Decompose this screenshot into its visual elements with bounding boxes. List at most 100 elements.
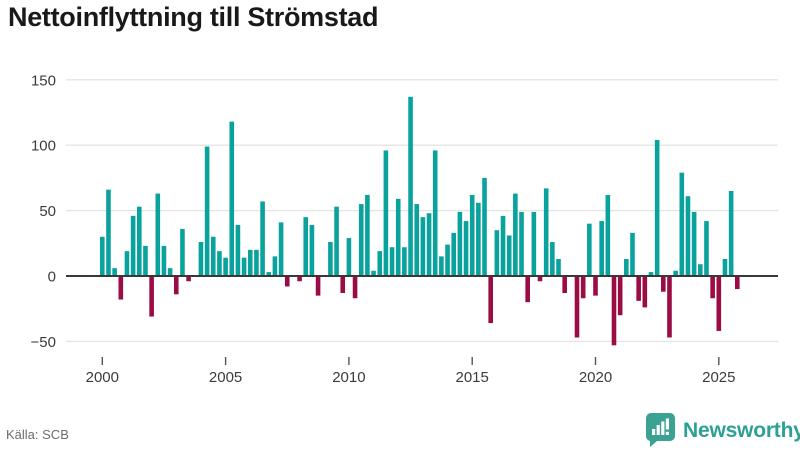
bar-2000-q18 (210, 236, 216, 276)
bar-2000-q29 (278, 222, 284, 276)
x-axis-year-label: 2025 (702, 369, 735, 386)
bar-2000-q37 (328, 241, 333, 276)
bar-2000-q88 (642, 276, 648, 308)
bar-2000-q28 (272, 256, 278, 276)
bar-2000-q17 (204, 146, 210, 276)
bar-2000-q59 (463, 221, 469, 276)
bar-2000-q96 (691, 211, 697, 276)
bar-2000-q0 (100, 236, 105, 276)
bar-2000-q43 (365, 194, 370, 276)
bar-2000-q98 (704, 221, 709, 276)
bar-2000-q58 (457, 211, 463, 276)
bar-2000-q57 (451, 232, 457, 276)
bar-2000-q4 (124, 251, 130, 276)
bar-2000-q77 (574, 276, 580, 338)
bar-2000-q13 (180, 228, 185, 276)
bar-2000-q92 (667, 276, 672, 338)
bar-2000-q55 (439, 256, 444, 276)
bar-2000-q70 (531, 211, 537, 276)
bar-2000-q39 (340, 276, 346, 293)
bar-2000-q35 (315, 276, 321, 296)
logo-bar-2 (656, 425, 660, 435)
bar-2000-q75 (562, 276, 567, 293)
bar-2000-q44 (371, 270, 376, 276)
bar-2000-q7 (143, 245, 148, 276)
bar-2000-q6 (136, 206, 142, 276)
bar-2000-q87 (636, 276, 641, 301)
y-axis-tick-label: −50 (31, 334, 56, 351)
bar-2000-q79 (587, 223, 592, 276)
bar-2000-q72 (543, 188, 549, 276)
bar-2000-q71 (537, 276, 543, 282)
bar-2000-q8 (149, 276, 154, 317)
bar-2000-q61 (476, 202, 481, 276)
bar-2000-q66 (506, 235, 512, 276)
bar-2000-q12 (173, 276, 179, 295)
bar-2000-q41 (352, 276, 358, 299)
bar-2000-q73 (550, 241, 555, 276)
bar-2000-q97 (698, 264, 703, 276)
bar-2000-q38 (334, 206, 339, 276)
bar-2000-q80 (593, 276, 598, 296)
bar-2000-q11 (167, 268, 173, 276)
bar-2000-q26 (260, 201, 265, 276)
bar-2000-q51 (414, 204, 420, 276)
bar-2000-q30 (284, 276, 290, 287)
bar-2000-q2 (112, 268, 117, 276)
bar-2000-q65 (500, 215, 506, 276)
bar-2000-q16 (198, 241, 204, 276)
bar-2000-q83 (611, 276, 617, 346)
bar-2000-q27 (266, 272, 272, 276)
x-axis-year-label: 2005 (209, 369, 242, 386)
bar-2000-q54 (432, 150, 438, 276)
logo-bar-3 (661, 421, 665, 435)
bar-2000-q89 (648, 272, 654, 276)
bar-2000-q22 (235, 224, 241, 276)
bar-2000-q91 (661, 276, 666, 292)
bar-2000-q102 (728, 190, 734, 276)
bar-2000-q47 (389, 247, 395, 276)
bar-2000-q23 (241, 257, 247, 276)
newsworthy-logo[interactable]: Newsworthy (644, 412, 800, 448)
bar-2000-q25 (254, 249, 259, 276)
bar-2000-q81 (599, 221, 604, 276)
logo-bar-1 (652, 429, 656, 435)
bar-2000-q60 (469, 194, 475, 276)
bar-2000-q49 (402, 247, 407, 276)
bar-2000-q20 (223, 257, 228, 276)
bar-2000-q21 (229, 121, 235, 276)
pin-shape (646, 413, 675, 447)
bar-2000-q50 (408, 96, 413, 276)
bar-2000-q52 (420, 217, 426, 276)
bar-2000-q3 (118, 276, 124, 300)
x-axis-year-label: 2015 (456, 369, 489, 386)
bar-2000-q62 (482, 177, 487, 276)
bar-2000-q53 (426, 213, 432, 276)
bar-2000-q74 (556, 259, 561, 276)
chart-title: Nettoinflyttning till Strömstad (8, 2, 379, 32)
bar-2000-q93 (673, 270, 678, 276)
bar-2000-q9 (155, 193, 161, 276)
bar-2000-q63 (488, 276, 493, 324)
bar-2000-q40 (346, 238, 352, 276)
bar-2000-q5 (130, 215, 136, 276)
bar-2000-q86 (630, 232, 635, 276)
y-axis-tick-label: 50 (39, 203, 56, 220)
bar-2000-q94 (679, 172, 685, 276)
bar-2000-q64 (494, 230, 500, 276)
x-axis-year-label: 2010 (332, 369, 365, 386)
bar-2000-q10 (161, 245, 167, 276)
y-axis-tick-label: 150 (31, 72, 56, 89)
bar-2000-q68 (519, 211, 524, 276)
bar-2000-q19 (217, 251, 222, 276)
bar-2000-q32 (297, 276, 302, 282)
bar-2000-q56 (445, 244, 450, 276)
net-migration-bar-chart: 150 100 50 0 −50 2000 2005 2010 2015 2020 2025 (31, 72, 778, 386)
x-axis-year-label: 2000 (86, 369, 119, 386)
bar-2000-q82 (605, 194, 611, 276)
bar-2000-q84 (617, 276, 623, 316)
bar-2000-q46 (383, 150, 389, 276)
bar-2000-q103 (735, 276, 740, 290)
logo-exclamation-stem (665, 418, 669, 430)
y-axis-tick-label: 100 (31, 138, 56, 155)
